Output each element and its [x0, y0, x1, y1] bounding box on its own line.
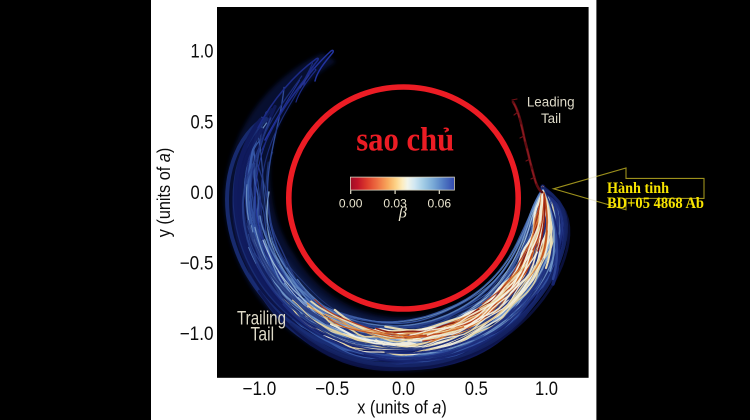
svg-text:1.0: 1.0	[535, 379, 558, 400]
svg-text:0.5: 0.5	[191, 112, 214, 133]
svg-text:y (units of a): y (units of a)	[154, 148, 174, 238]
svg-text:Trailing: Trailing	[237, 309, 286, 330]
svg-text:Tail: Tail	[541, 111, 561, 126]
svg-text:−0.5: −0.5	[315, 379, 349, 400]
svg-text:1.0: 1.0	[191, 42, 214, 63]
svg-text:0.5: 0.5	[465, 379, 488, 400]
svg-text:Tail: Tail	[251, 324, 275, 345]
svg-text:−0.5: −0.5	[180, 254, 214, 275]
svg-text:x (units of a): x (units of a)	[357, 398, 446, 418]
svg-text:−1.0: −1.0	[243, 379, 277, 400]
svg-text:0.0: 0.0	[191, 183, 214, 204]
svg-text:0.06: 0.06	[428, 197, 452, 211]
svg-text:−1.0: −1.0	[180, 324, 214, 345]
svg-text:BD+05 4868 Ab: BD+05 4868 Ab	[607, 195, 704, 212]
svg-text:Hành tinh: Hành tinh	[607, 180, 669, 197]
svg-text:β: β	[398, 205, 407, 222]
svg-text:0.00: 0.00	[339, 197, 363, 211]
svg-text:0.03: 0.03	[383, 197, 407, 211]
svg-text:Leading: Leading	[527, 95, 575, 110]
svg-text:sao chủ: sao chủ	[356, 122, 454, 159]
svg-text:0.0: 0.0	[392, 379, 415, 400]
